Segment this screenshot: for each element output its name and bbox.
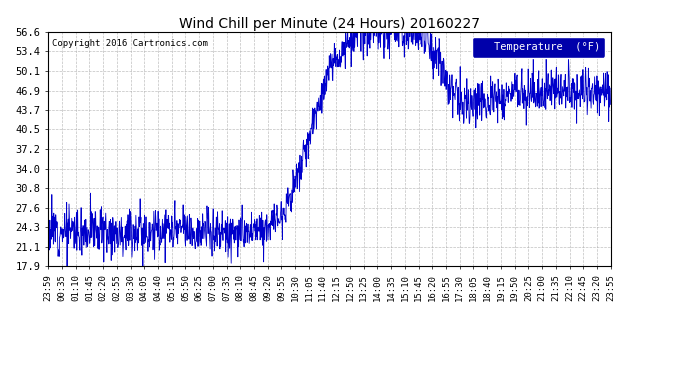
Title: Wind Chill per Minute (24 Hours) 20160227: Wind Chill per Minute (24 Hours) 2016022… [179, 17, 480, 31]
Text: Copyright 2016 Cartronics.com: Copyright 2016 Cartronics.com [52, 39, 208, 48]
Legend: Temperature  (°F): Temperature (°F) [472, 37, 605, 57]
